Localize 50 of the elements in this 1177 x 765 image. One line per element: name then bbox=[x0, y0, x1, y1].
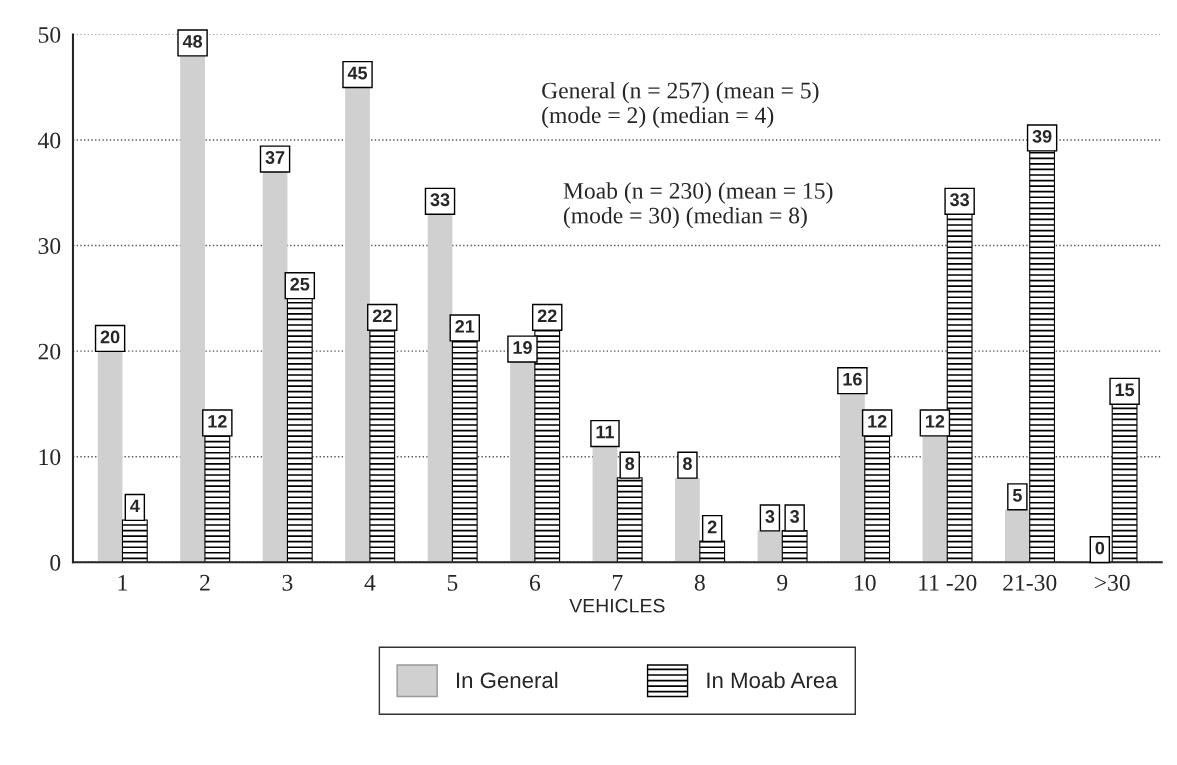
data-label: 2 bbox=[707, 520, 717, 534]
y-tick-label: 30 bbox=[38, 238, 61, 254]
data-label: 16 bbox=[843, 372, 862, 386]
data-label: 33 bbox=[430, 193, 450, 207]
annotation: Moab (n = 230) (mean = 15) (mode = 30) (median = 8) bbox=[563, 182, 833, 229]
y-tick-label: 40 bbox=[38, 132, 61, 149]
data-label: 0 bbox=[1095, 541, 1105, 555]
x-tick-label: 3 bbox=[282, 574, 293, 591]
x-tick-label: 6 bbox=[529, 574, 541, 591]
data-label: 3 bbox=[790, 510, 800, 523]
data-label: 5 bbox=[1012, 489, 1022, 502]
data-label: 22 bbox=[537, 309, 557, 323]
legend-label: In General bbox=[456, 671, 558, 689]
data-label: 11 bbox=[596, 425, 615, 439]
x-tick-label: 2 bbox=[200, 574, 210, 591]
x-tick-label: 21-30 bbox=[1003, 574, 1057, 591]
data-label: 20 bbox=[100, 330, 120, 344]
data-label: 8 bbox=[683, 457, 692, 471]
data-label: 33 bbox=[950, 193, 970, 207]
data-label: 48 bbox=[182, 34, 203, 48]
y-tick-label: 0 bbox=[50, 554, 61, 571]
annotation: General (n = 257) (mean = 5) (mode = 2) (median = 4) bbox=[542, 81, 819, 129]
x-tick-label: 10 bbox=[855, 574, 876, 591]
y-tick-label: 20 bbox=[38, 343, 61, 360]
data-label: 4 bbox=[130, 499, 140, 513]
data-label: 12 bbox=[208, 415, 227, 428]
x-tick-label: >30 bbox=[1094, 574, 1130, 591]
x-tick-label: 5 bbox=[447, 575, 458, 591]
data-label: 37 bbox=[265, 151, 285, 164]
data-label: 3 bbox=[765, 510, 775, 523]
data-label: 12 bbox=[925, 415, 945, 428]
data-label: 19 bbox=[513, 341, 532, 354]
data-label: 25 bbox=[290, 277, 310, 291]
x-tick-label: 11 -20 bbox=[919, 574, 977, 591]
x-tick-label: 1 bbox=[118, 574, 127, 591]
x-axis-title: VEHICLES bbox=[569, 598, 665, 613]
legend-label: In Moab Area bbox=[707, 671, 838, 689]
data-label: 22 bbox=[372, 309, 392, 323]
data-label: 21 bbox=[455, 320, 475, 333]
data-label: 39 bbox=[1032, 129, 1052, 143]
y-tick-label: 50 bbox=[38, 26, 61, 43]
x-tick-label: 4 bbox=[364, 574, 376, 591]
data-label: 45 bbox=[347, 66, 368, 80]
x-tick-label: 7 bbox=[612, 575, 623, 591]
data-label: 15 bbox=[1115, 383, 1135, 397]
data-label: 8 bbox=[625, 457, 635, 471]
x-tick-label: 9 bbox=[777, 574, 788, 591]
data-label: 12 bbox=[868, 415, 887, 428]
x-tick-label: 8 bbox=[694, 574, 705, 591]
y-tick-label: 10 bbox=[39, 449, 61, 466]
